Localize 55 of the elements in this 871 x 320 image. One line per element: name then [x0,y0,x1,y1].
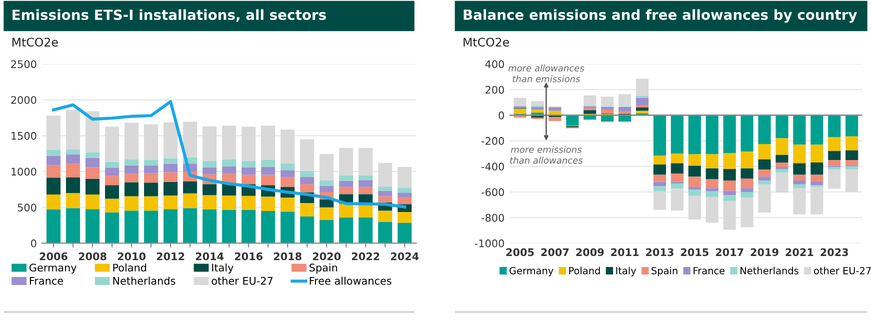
legend-label: France [694,267,725,274]
y-tick-label: -800 [482,214,504,222]
y-tick-label: -400 [482,162,504,171]
x-tick-label: 2019 [750,248,778,256]
x-tick-label: 2023 [820,248,848,256]
x-tick-label: 2008 [78,252,106,260]
x-tick-label: 2022 [352,252,380,260]
y-tick-label: -200 [482,137,504,145]
legend-label: France [30,277,64,285]
annotation: more emissions than allowances [510,146,583,164]
legend-label: other EU-27 [814,266,871,274]
x-tick-label: 2016 [234,252,263,260]
legend-label: Germany [30,264,76,274]
legend-label: Germany [510,266,554,276]
annotation: more allowances than emissions [508,64,584,82]
y-tick-label: 500 [18,204,36,212]
x-tick-label: 2005 [506,248,534,256]
y-tick-label: 0 [498,111,504,120]
legend-label: Poland [113,263,146,272]
y-tick-label: 200 [486,86,504,94]
chart-title: Balance emissions and free allowances by country [464,9,858,23]
x-tick-label: 2012 [156,252,184,260]
chart-title: Emissions ETS-I installations, all sectors [12,9,326,22]
y-tick-label: 1500 [12,132,36,140]
legend-label: Spain [310,263,338,274]
legend-label: Spain [652,266,678,276]
x-tick-label: 2024 [390,252,419,260]
x-tick-label: 2015 [680,248,708,256]
x-tick-label: 2013 [646,248,674,256]
y-tick-label: -600 [482,188,504,196]
y-tick-label: 2500 [11,60,36,68]
legend-label: Poland [569,266,600,274]
legend-label: Italy [616,266,636,276]
x-tick-label: 2007 [541,248,569,256]
x-tick-label: 2011 [611,248,639,256]
x-tick-label: 2020 [312,252,341,260]
y-tick-label: -1000 [474,239,504,248]
y-axis-title: MtCO2e [12,38,58,47]
y-tick-label: 1000 [12,168,36,176]
legend-label: Free allowances [310,276,392,285]
y-tick-label: 400 [485,60,504,68]
x-tick-label: 2014 [196,252,224,260]
x-tick-label: 2017 [716,248,744,256]
y-axis-title: MtCO2e [464,38,509,47]
x-tick-label: 2010 [118,252,146,260]
y-tick-label: 0 [31,239,36,248]
x-tick-label: 2021 [786,248,814,256]
x-tick-label: 2009 [576,248,604,256]
legend-label: Netherlands [740,266,798,274]
x-tick-label: 2018 [274,252,302,260]
legend-label: other EU-27 [212,276,273,285]
legend-label: Netherlands [113,276,176,285]
x-tick-label: 2006 [40,252,68,260]
legend-label: Italy [212,263,234,274]
y-tick-label: 2000 [11,96,36,104]
